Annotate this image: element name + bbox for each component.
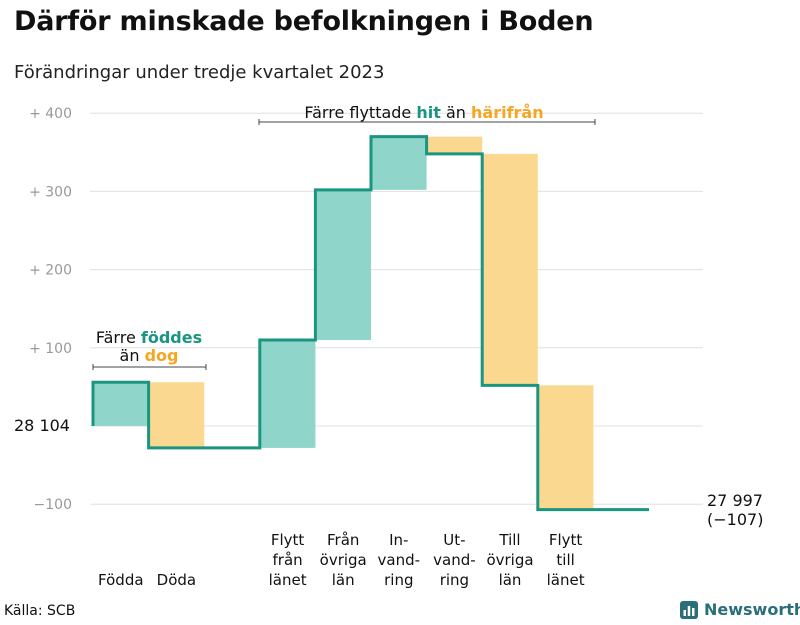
x-category-label: länet bbox=[269, 571, 307, 589]
x-category-label: Födda bbox=[98, 571, 144, 589]
x-category-label: Flytt bbox=[271, 531, 305, 549]
x-category-label: Ut- bbox=[443, 531, 465, 549]
x-category-label: övriga bbox=[486, 551, 533, 569]
waterfall-bar-ut-vand-ring bbox=[426, 136, 483, 154]
annotation-span: dog bbox=[145, 346, 179, 365]
y-tick-label: + 300 bbox=[29, 184, 72, 200]
x-category-label: In- bbox=[389, 531, 408, 549]
x-category-label: länet bbox=[547, 571, 585, 589]
annotation-span: än bbox=[120, 346, 145, 365]
annotation-births-deaths-line2: än dog bbox=[120, 346, 179, 365]
waterfall-bar-flytt-till-länet bbox=[537, 385, 594, 510]
waterfall-bar-från-övriga-län bbox=[315, 189, 371, 340]
annotation-births-deaths-line1: Färre föddes bbox=[96, 328, 202, 347]
x-category-label: övriga bbox=[320, 551, 367, 569]
annotation-span: Färre bbox=[96, 328, 141, 347]
waterfall-bar-till-övriga-län bbox=[482, 153, 538, 386]
y-tick-label: + 100 bbox=[29, 341, 72, 357]
x-category-label: vand- bbox=[433, 551, 476, 569]
chart-subtitle: Förändringar under tredje kvartalet 2023 bbox=[14, 62, 385, 83]
step-line bbox=[91, 135, 649, 512]
x-category-label: län bbox=[332, 571, 355, 589]
bar-chart-icon bbox=[680, 600, 698, 619]
waterfall-bar-döda bbox=[148, 382, 205, 448]
source-note: Källa: SCB bbox=[4, 603, 76, 619]
annotation-span: föddes bbox=[141, 328, 202, 347]
annotation-span: hit bbox=[416, 103, 441, 122]
annotation-span: Färre flyttade bbox=[304, 103, 416, 122]
waterfall-bar-in-vand-ring bbox=[371, 136, 427, 190]
y-tick-label: + 400 bbox=[29, 106, 72, 122]
x-category-label: Flytt bbox=[549, 531, 583, 549]
end-value-label: 27 997 bbox=[707, 491, 763, 510]
end-value-label: (−107) bbox=[707, 510, 763, 529]
waterfall-bar-födda bbox=[93, 382, 149, 426]
annotation-span: härifrån bbox=[471, 103, 544, 122]
x-category-label: Från bbox=[327, 531, 359, 549]
annotation-span: än bbox=[441, 103, 471, 122]
x-category-label: ring bbox=[440, 571, 469, 589]
x-category-label: Till bbox=[498, 531, 520, 549]
x-category-label: ring bbox=[384, 571, 413, 589]
x-category-label: vand- bbox=[378, 551, 421, 569]
logo-text: Newsworthy bbox=[704, 600, 800, 619]
y-tick-label: −100 bbox=[34, 497, 72, 513]
y-tick-label: + 200 bbox=[29, 263, 72, 279]
start-value-label: 28 104 bbox=[14, 416, 70, 435]
x-category-label: Döda bbox=[157, 571, 196, 589]
newsworthy-logo: Newsworthy bbox=[680, 600, 800, 619]
chart-title: Därför minskade befolkningen i Boden bbox=[14, 6, 594, 37]
x-category-label: till bbox=[556, 551, 574, 569]
waterfall-bar-flytt-från-länet bbox=[259, 339, 316, 448]
x-category-label: län bbox=[499, 571, 522, 589]
annotation-migration: Färre flyttade hit än härifrån bbox=[304, 103, 543, 122]
x-category-label: från bbox=[273, 551, 303, 569]
